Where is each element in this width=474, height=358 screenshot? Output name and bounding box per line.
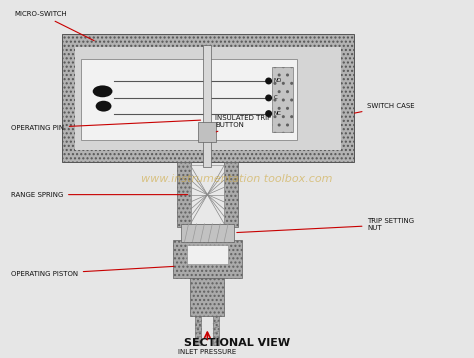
Bar [62,34,354,163]
Bar [195,316,201,345]
Bar [190,278,224,316]
Text: OPERATING PISTON: OPERATING PISTON [10,266,174,277]
Text: OPERATING PIN: OPERATING PIN [10,120,201,131]
Bar [177,163,191,227]
Bar [224,163,238,227]
Text: SWITCH CASE: SWITCH CASE [355,103,415,113]
Text: C: C [273,96,277,101]
Text: SECTIONAL VIEW: SECTIONAL VIEW [184,338,290,348]
Bar [272,67,293,132]
Text: TRIP SETTING
NUT: TRIP SETTING NUT [237,218,415,233]
Text: NO: NO [273,78,282,83]
Ellipse shape [96,101,111,112]
Circle shape [266,111,272,116]
Bar [181,224,234,242]
Bar [199,122,216,142]
Bar [173,240,242,278]
Bar [81,59,297,140]
Bar [191,165,224,224]
Text: INLET PRESSURE: INLET PRESSURE [178,349,237,355]
Bar [213,316,219,345]
Circle shape [266,95,272,101]
Text: NC: NC [273,111,282,116]
Text: www.instrumentation toolbox.com: www.instrumentation toolbox.com [141,174,333,184]
Bar [187,245,228,264]
Text: RANGE SPRING: RANGE SPRING [10,192,188,198]
Text: MICRO-SWITCH: MICRO-SWITCH [15,11,94,41]
Text: INSULATED TRIP
BUTTON: INSULATED TRIP BUTTON [215,116,272,132]
Circle shape [266,78,272,84]
Bar [203,45,211,168]
Ellipse shape [93,86,112,97]
Bar [75,47,341,150]
